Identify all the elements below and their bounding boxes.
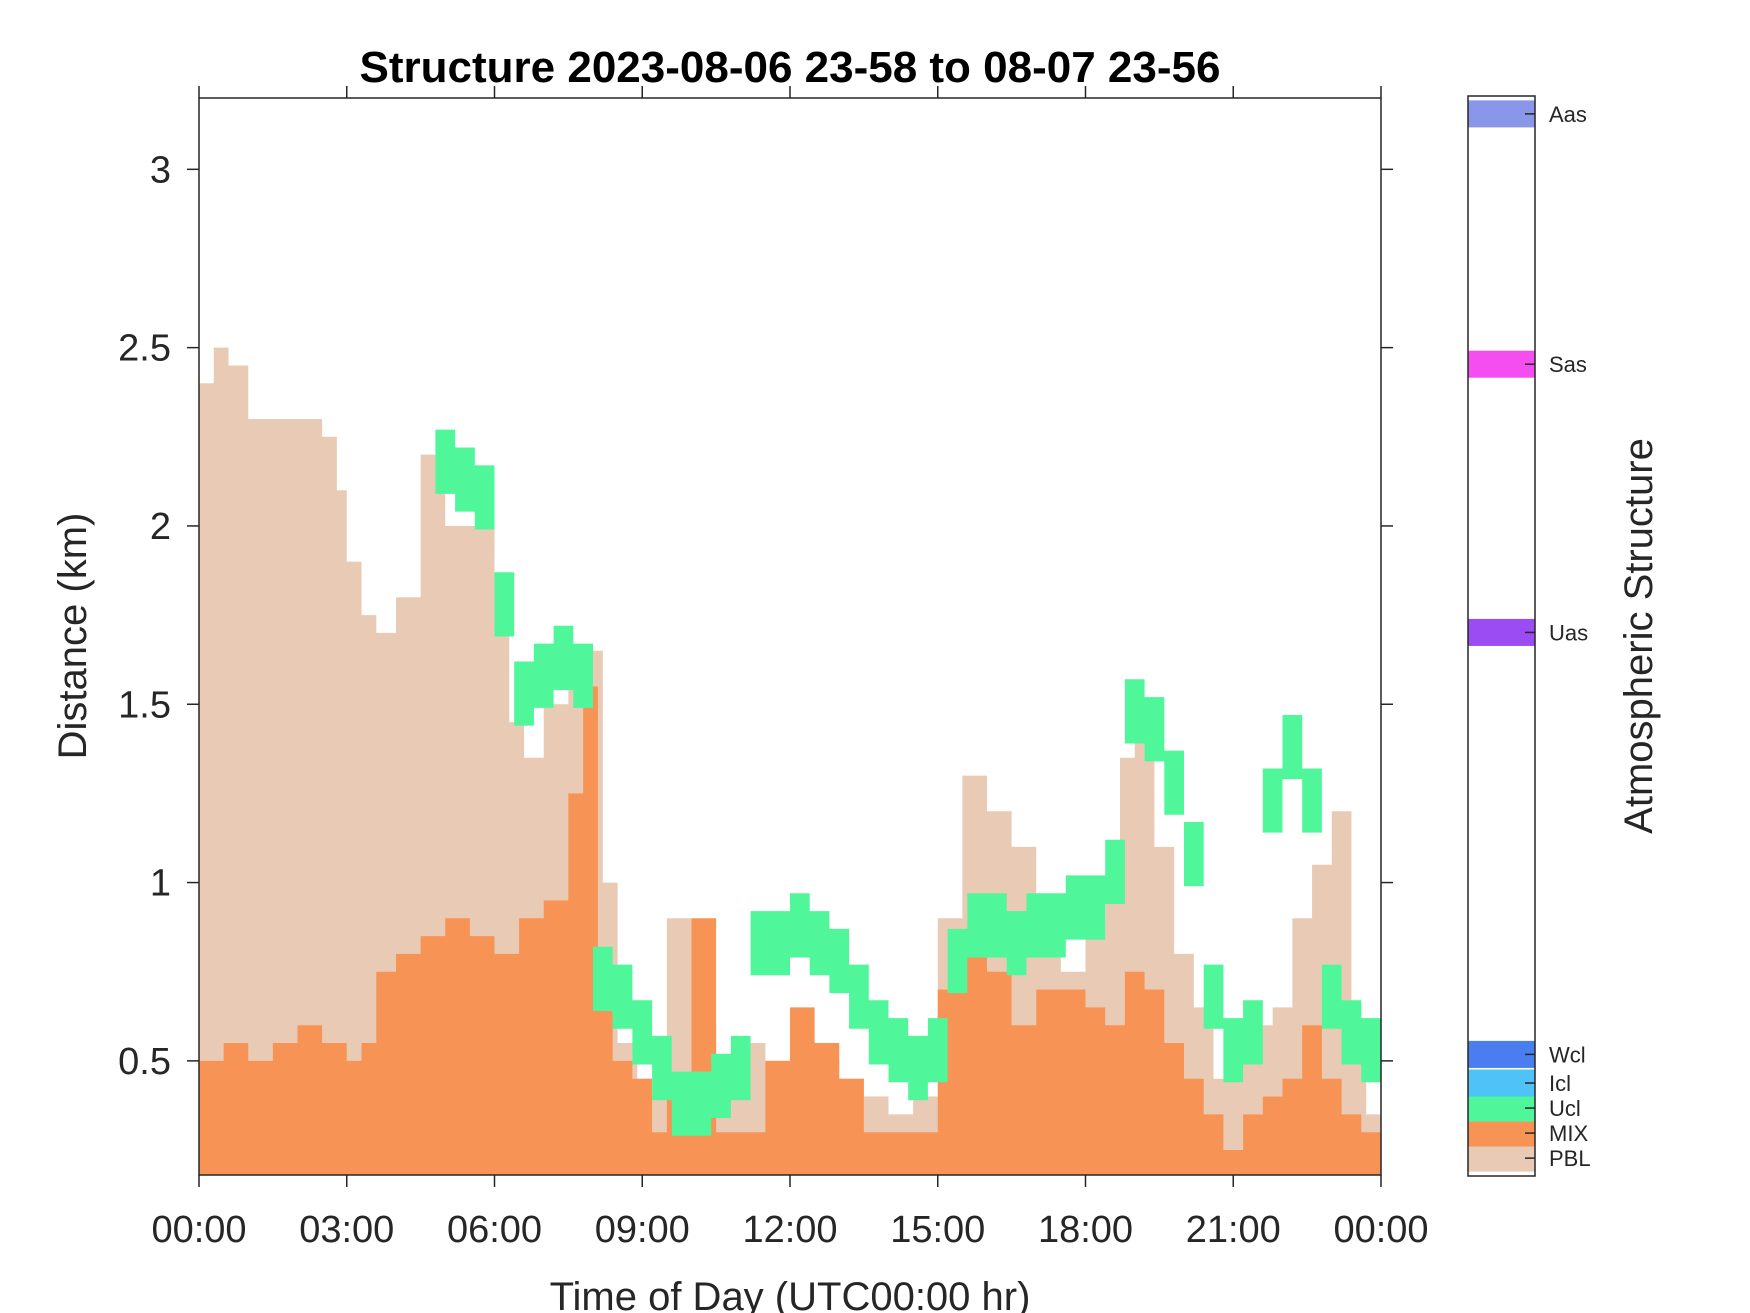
colorbar-swatch-aas xyxy=(1468,100,1535,128)
x-tick-label: 12:00 xyxy=(742,1209,837,1251)
x-tick-label: 00:00 xyxy=(151,1209,246,1251)
colorbar-swatch-mix xyxy=(1468,1119,1535,1147)
y-tick-label: 2.5 xyxy=(118,328,171,370)
chart-title: Structure 2023-08-06 23-58 to 08-07 23-5… xyxy=(360,43,1221,92)
colorbar-swatch-ucl xyxy=(1468,1094,1535,1122)
colorbar-tick-label: Ucl xyxy=(1549,1096,1581,1121)
colorbar-tick-label: PBL xyxy=(1549,1146,1591,1171)
x-axis-label: Time of Day (UTC00:00 hr) xyxy=(550,1275,1031,1313)
colorbar-swatch-wcl xyxy=(1468,1040,1535,1068)
series-layer xyxy=(199,347,1381,1175)
colorbar xyxy=(1468,100,1535,1172)
x-axis: 00:00 03:00 06:00 09:00 12:00 15:00 18:00 21:00… xyxy=(151,86,1429,1251)
y-tick-label: 3 xyxy=(150,149,171,191)
colorbar-tick-label: Uas xyxy=(1549,620,1588,645)
colorbar-tick-label: MIX xyxy=(1549,1121,1588,1146)
x-tick-label: 15:00 xyxy=(890,1209,985,1251)
x-tick-label: 18:00 xyxy=(1038,1209,1133,1251)
colorbar-tick-label: Wcl xyxy=(1549,1042,1586,1067)
y-tick-label: 1 xyxy=(150,863,171,905)
y-axis-label: Distance (km) xyxy=(51,513,95,760)
x-tick-label: 06:00 xyxy=(447,1209,542,1251)
y-tick-label: 2 xyxy=(150,506,171,548)
y-tick-label: 1.5 xyxy=(118,684,171,726)
x-tick-label: 21:00 xyxy=(1186,1209,1281,1251)
series-mix-area xyxy=(199,686,1381,1175)
colorbar-swatch-icl xyxy=(1468,1069,1535,1097)
colorbar-swatch-pbl xyxy=(1468,1144,1535,1172)
y-axis: 0.5 1 1.5 2 2.5 3 xyxy=(118,149,1393,1083)
x-tick-label: 00:00 xyxy=(1333,1209,1428,1251)
colorbar-tick-label: Icl xyxy=(1549,1071,1571,1096)
colorbar-swatch-uas xyxy=(1468,618,1535,646)
colorbar-tick-label: Sas xyxy=(1549,352,1587,377)
y-tick-label: 0.5 xyxy=(118,1041,171,1083)
colorbar-frame xyxy=(1467,95,1536,1177)
x-tick-label: 03:00 xyxy=(299,1209,394,1251)
colorbar-swatch-sas xyxy=(1468,350,1535,378)
colorbar-label: Atmospheric Structure xyxy=(1617,438,1661,834)
x-tick-label: 09:00 xyxy=(595,1209,690,1251)
colorbar-tick-label: Aas xyxy=(1549,102,1587,127)
